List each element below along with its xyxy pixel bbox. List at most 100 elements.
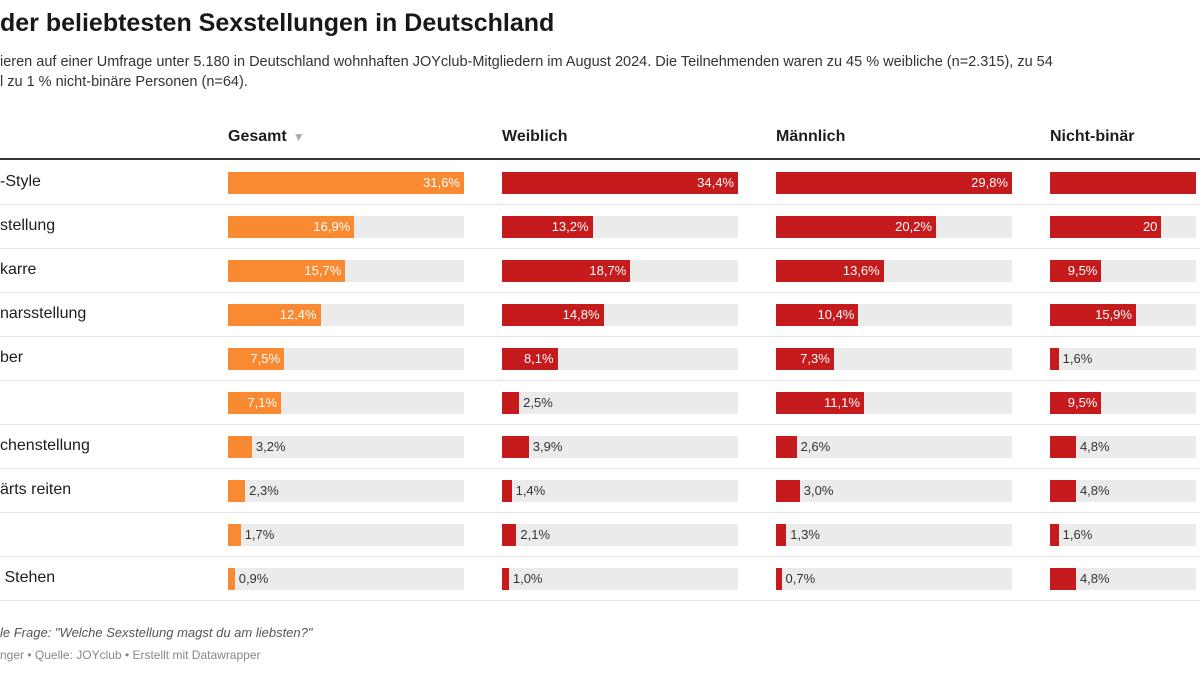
value-label: 13,6%	[842, 263, 880, 278]
value-label: 12,4%	[279, 307, 317, 322]
value-label: 4,8%	[1079, 571, 1110, 586]
bar	[502, 436, 529, 458]
value-label: 14,8%	[562, 307, 600, 322]
bar-track: 31,6%	[228, 172, 464, 194]
column-header-maennlich[interactable]: Männlich	[776, 128, 846, 145]
bar	[1050, 260, 1102, 282]
row-label: ber	[0, 349, 24, 366]
bar-track: 8,1%	[502, 348, 738, 370]
bar	[502, 172, 738, 194]
value-label: 3,9%	[532, 439, 563, 454]
row-label: stellung	[0, 217, 56, 234]
value-label: 11,1%	[824, 395, 860, 410]
row-label: ärts reiten	[0, 481, 72, 498]
bar	[776, 568, 782, 590]
bar-track: 29,8%	[776, 172, 1012, 194]
row-label: Stehen	[0, 569, 56, 586]
table-row: ärts reiten 2,3% 1,4% 3,0% 4,8%	[0, 469, 1200, 513]
bar	[776, 260, 884, 282]
value-label: 1,4%	[515, 483, 546, 498]
table-row: Stehen 0,9% 1,0% 0,7% 4,8%	[0, 557, 1200, 601]
bar-track: 2,1%	[502, 524, 738, 546]
column-header-nicht-binaer[interactable]: Nicht-binär	[1050, 128, 1135, 145]
value-label: 16,9%	[313, 219, 351, 234]
bar-track: 7,1%	[228, 392, 464, 414]
bar-track: 2,5%	[502, 392, 738, 414]
bar-track: 7,5%	[228, 348, 464, 370]
value-label: 2,3%	[249, 483, 279, 498]
bar	[776, 304, 859, 326]
bar-track: 2,6%	[776, 436, 1012, 458]
value-label: 0,7%	[785, 571, 816, 586]
bar-track: 4,8%	[1050, 480, 1196, 502]
table-row: stellung 16,9% 13,2% 20,2% 20	[0, 205, 1200, 249]
chart-title: der beliebtesten Sexstellungen in Deutsc…	[0, 9, 555, 37]
bar	[228, 172, 464, 194]
bar-track: 1,7%	[228, 524, 464, 546]
table-row: 1,7% 2,1% 1,3% 1,6%	[0, 513, 1200, 557]
bar	[1050, 392, 1102, 414]
bar-track: 34,4%	[502, 172, 738, 194]
column-header-weiblich[interactable]: Weiblich	[502, 128, 568, 145]
bar	[228, 216, 355, 238]
bar	[1050, 524, 1059, 546]
bar-track: 3,9%	[502, 436, 738, 458]
bar-track: 1,3%	[776, 524, 1012, 546]
bar-track: 11,1%	[776, 392, 1012, 414]
value-label: 3,0%	[803, 483, 834, 498]
bar	[228, 260, 346, 282]
bar-track: 12,4%	[228, 304, 464, 326]
row-label: -Style	[0, 173, 41, 190]
value-label: 7,1%	[247, 395, 278, 410]
bar-track: 10,4%	[776, 304, 1012, 326]
bar-track: 2,3%	[228, 480, 464, 502]
value-label: 15,7%	[304, 263, 342, 278]
bar-track: 13,6%	[776, 260, 1012, 282]
bar-track: 9,5%	[1050, 260, 1196, 282]
bar-track: 3,0%	[776, 480, 1012, 502]
bar	[1050, 436, 1076, 458]
row-label: chenstellung	[0, 437, 90, 454]
bar-track: 1,0%	[502, 568, 738, 590]
bar	[502, 348, 558, 370]
chart-notes: le Frage: "Welche Sexstellung magst du a…	[0, 625, 313, 640]
value-label: 31,6%	[423, 175, 460, 190]
value-label: 13,2%	[551, 219, 589, 234]
value-label: 34,4%	[697, 175, 734, 190]
table-row: narsstellung 12,4% 14,8% 10,4% 15,9%	[0, 293, 1200, 337]
value-label: 2,5%	[523, 395, 553, 410]
bar-track	[1050, 172, 1196, 194]
column-header-label: Gesamt	[228, 128, 287, 145]
bar-track: 20,2%	[776, 216, 1012, 238]
value-label: 0,9%	[238, 571, 269, 586]
bar	[228, 568, 235, 590]
value-label: 15,9%	[1095, 307, 1132, 322]
value-label: 3,2%	[255, 439, 286, 454]
bar-track: 9,5%	[1050, 392, 1196, 414]
subtitle-line-2: l zu 1 % nicht-binäre Personen (n=64).	[0, 74, 248, 90]
bar	[1050, 216, 1162, 238]
value-label: 1,3%	[790, 527, 820, 542]
bar	[776, 436, 797, 458]
bar-track: 7,3%	[776, 348, 1012, 370]
bar-track: 1,6%	[1050, 348, 1196, 370]
bar-track: 4,8%	[1050, 568, 1196, 590]
bar	[1050, 172, 1196, 194]
subtitle-line-1: ieren auf einer Umfrage unter 5.180 in D…	[0, 54, 1053, 70]
bar	[228, 304, 321, 326]
bar-track: 0,9%	[228, 568, 464, 590]
column-header-gesamt[interactable]: Gesamt ▼	[228, 128, 305, 146]
table-row: chenstellung 3,2% 3,9% 2,6% 4,8%	[0, 425, 1200, 469]
value-label: 4,8%	[1079, 439, 1110, 454]
bar-track: 1,4%	[502, 480, 738, 502]
bar	[1050, 480, 1076, 502]
bar	[502, 524, 517, 546]
bar	[228, 348, 284, 370]
value-label: 1,7%	[244, 527, 275, 542]
bar-track: 0,7%	[776, 568, 1012, 590]
value-label: 9,5%	[1067, 263, 1098, 278]
value-label: 4,8%	[1079, 483, 1110, 498]
triangle-down-icon: ▼	[292, 130, 305, 144]
bar	[776, 172, 1012, 194]
value-label: 20	[1142, 219, 1158, 234]
